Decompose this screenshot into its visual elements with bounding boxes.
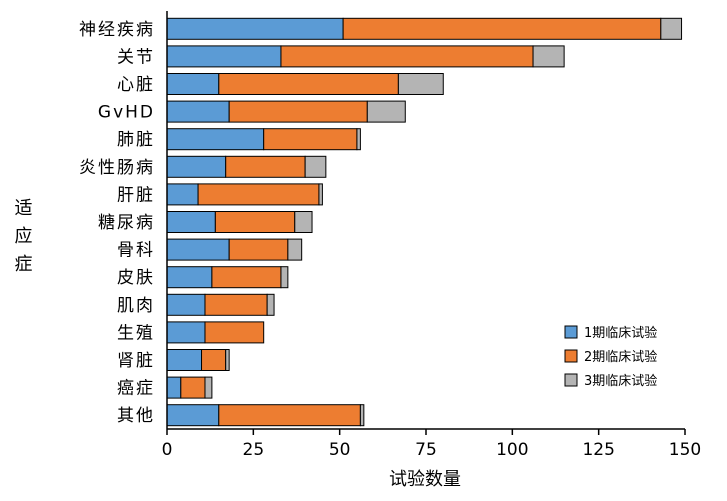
bar-segment-1-13 — [166, 376, 182, 399]
bar-segment-2-10 — [204, 293, 268, 316]
bar-segment-2-0 — [342, 17, 662, 40]
x-tick-labels: 0 25 50 75 100 125 150 — [162, 440, 702, 460]
bar-segment-3-6 — [318, 183, 323, 206]
bar-segment-1-10 — [166, 293, 206, 316]
y-axis-title: 适应症 — [12, 198, 33, 282]
bar-segment-1-5 — [166, 155, 227, 178]
category-label: 肺脏 — [117, 130, 155, 150]
bar-segment-1-14 — [166, 404, 220, 427]
bar-segment-1-12 — [166, 349, 203, 371]
bar-segment-1-11 — [166, 321, 206, 344]
legend-label-2: 2期临床试验 — [584, 349, 657, 365]
bar-segment-3-7 — [294, 211, 313, 233]
bar-segment-2-11 — [204, 321, 265, 344]
legend: 1期临床试验 2期临床试验 3期临床试验 — [564, 325, 657, 389]
bar-segment-2-7 — [214, 211, 296, 233]
category-label: 其他 — [117, 406, 155, 426]
bar-segment-1-7 — [166, 211, 216, 233]
bar-segment-2-12 — [201, 349, 227, 371]
bar-segment-3-2 — [397, 73, 444, 95]
category-label: 糖尿病 — [98, 213, 155, 233]
x-tick-label: 25 — [243, 440, 265, 460]
bar-segment-1-8 — [166, 238, 230, 261]
bar-segment-3-5 — [304, 155, 327, 178]
category-label: 癌症 — [117, 379, 155, 399]
bar-segment-3-3 — [366, 100, 406, 123]
bar-segment-2-4 — [263, 128, 358, 151]
legend-swatch-3 — [564, 373, 578, 387]
category-label: 骨科 — [117, 241, 155, 261]
bar-segment-3-14 — [359, 404, 365, 427]
bar-segment-3-4 — [356, 128, 361, 151]
category-label: 肌肉 — [117, 296, 155, 316]
x-tick-label: 100 — [496, 440, 528, 460]
bar-segment-2-2 — [218, 73, 399, 95]
bar-segment-1-9 — [166, 266, 213, 289]
x-tick-label: 50 — [329, 440, 351, 460]
category-label: 关节 — [117, 47, 155, 67]
category-label: 炎性肠病 — [79, 158, 155, 178]
legend-swatch-1 — [564, 325, 578, 339]
category-label: 皮肤 — [117, 268, 155, 288]
category-label: 心脏 — [117, 75, 155, 95]
bar-segment-3-10 — [266, 293, 275, 316]
bar-segment-2-13 — [180, 376, 206, 399]
bar-segment-3-1 — [532, 45, 565, 68]
bar-segment-1-2 — [166, 73, 220, 95]
bar-segment-2-1 — [280, 45, 534, 68]
category-label: GvHD — [98, 103, 155, 123]
category-label: 生殖 — [117, 323, 155, 343]
bar-segment-2-9 — [211, 266, 282, 289]
legend-label-3: 3期临床试验 — [584, 373, 657, 389]
x-tick-label: 75 — [415, 440, 437, 460]
bar-segment-2-3 — [228, 100, 368, 123]
x-axis-title: 试验数量 — [389, 469, 461, 490]
bar-segment-3-13 — [204, 376, 213, 399]
x-tick-label: 0 — [162, 440, 173, 460]
legend-swatch-2 — [564, 349, 578, 363]
category-label: 肝脏 — [117, 185, 155, 205]
x-axis — [166, 11, 686, 435]
bar-segment-3-8 — [287, 238, 303, 261]
bar-segment-3-12 — [225, 349, 230, 371]
bar-segment-2-8 — [228, 238, 289, 261]
bar-segment-2-14 — [218, 404, 361, 427]
bar-segment-3-9 — [280, 266, 289, 289]
bar-segment-2-6 — [197, 183, 320, 206]
legend-label-1: 1期临床试验 — [584, 325, 657, 341]
category-label: 肾脏 — [117, 351, 155, 371]
bar-segment-1-6 — [166, 183, 199, 206]
bar-segment-1-0 — [166, 17, 344, 40]
x-tick-label: 125 — [582, 440, 614, 460]
bar-segment-2-5 — [225, 155, 306, 178]
bar-segment-3-0 — [660, 17, 683, 40]
bar-segment-1-1 — [166, 45, 282, 68]
x-tick-label: 150 — [669, 440, 701, 460]
bars-group — [166, 17, 683, 427]
category-label: 神经疾病 — [79, 20, 155, 40]
bar-segment-1-4 — [166, 128, 265, 151]
bar-segment-1-3 — [166, 100, 230, 123]
